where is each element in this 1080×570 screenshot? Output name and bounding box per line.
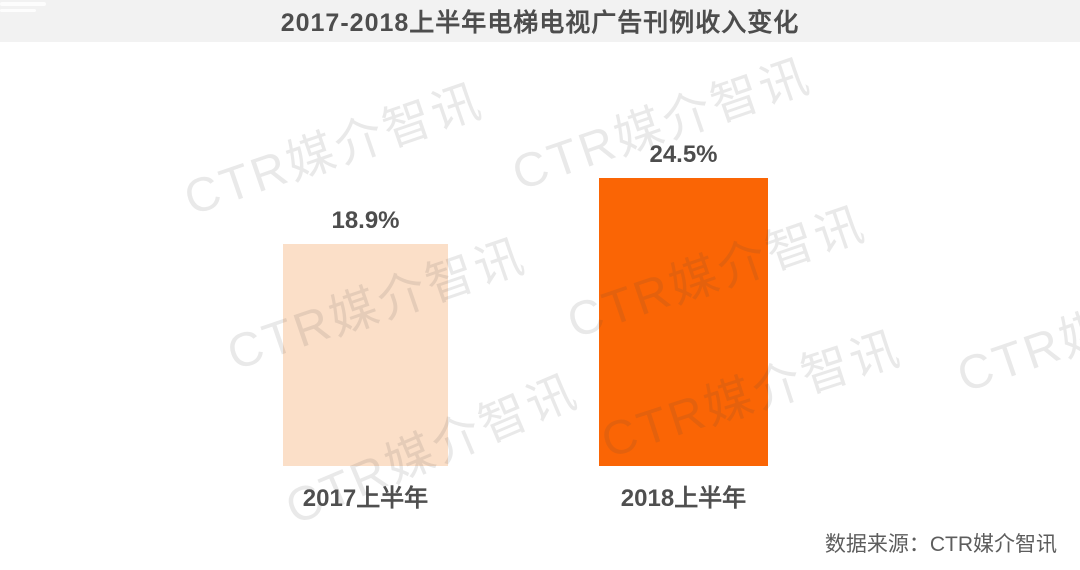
x-axis-label-2017: 2017上半年: [302, 485, 429, 512]
title-bar: 2017-2018上半年电梯电视广告刊例收入变化: [0, 0, 1080, 42]
menu-lines-decoration: [0, 2, 48, 16]
bar-2018: [599, 177, 768, 466]
bar-group-2018: 24.5%: [599, 141, 768, 466]
menu-line-icon: [0, 9, 36, 12]
data-source-note: 数据来源：CTR媒介智讯: [824, 533, 1057, 556]
bar-2017: [283, 243, 448, 466]
value-label-2017: 18.9%: [331, 206, 400, 234]
x-axis-label-2018: 2018上半年: [620, 485, 747, 512]
bar-group-2017: 18.9%: [283, 207, 448, 466]
plot-area: 18.9% 24.5%: [0, 42, 1080, 466]
menu-line-icon: [0, 2, 46, 6]
value-label-2018: 24.5%: [649, 140, 718, 168]
page-title: 2017-2018上半年电梯电视广告刊例收入变化: [280, 9, 800, 37]
